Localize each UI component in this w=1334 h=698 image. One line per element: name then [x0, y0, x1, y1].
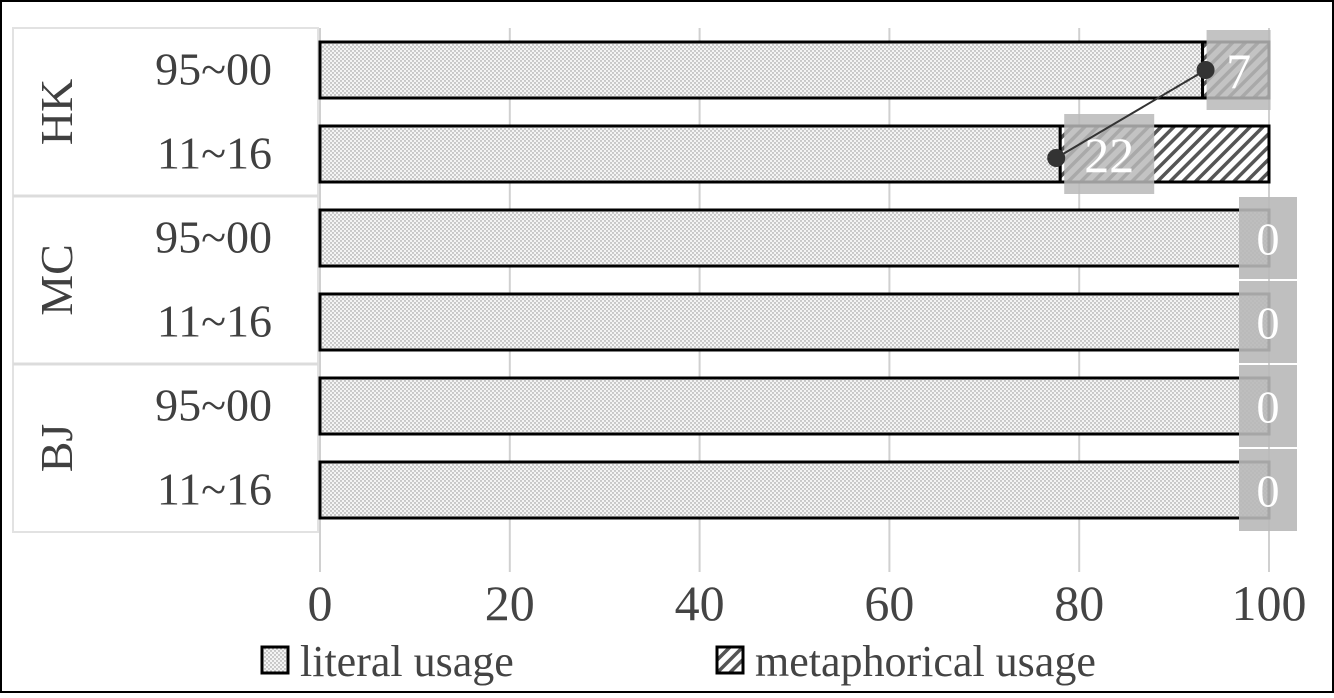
- legend-item-metaphorical: metaphorical usage: [715, 637, 1096, 686]
- data-label: 0: [1257, 214, 1280, 265]
- data-label: 0: [1257, 382, 1280, 433]
- leader-line: [1055, 69, 1207, 159]
- group-label-bj: BJ: [31, 424, 82, 473]
- group-label-hk: HK: [31, 79, 82, 145]
- x-tick-label: 0: [308, 575, 333, 631]
- data-labels: 7 22 0 0 0 0: [1047, 30, 1297, 531]
- legend-item-literal: literal usage: [260, 637, 514, 686]
- x-tick-label: 20: [485, 575, 535, 631]
- data-label-box: [1206, 30, 1271, 110]
- bar-literal: [318, 376, 1271, 436]
- data-label: 7: [1226, 43, 1251, 99]
- x-tick-label: 60: [864, 575, 914, 631]
- x-tick-label: 80: [1054, 575, 1104, 631]
- data-label-box: [1239, 197, 1297, 279]
- legend-label-literal: literal usage: [300, 637, 514, 686]
- bar-literal: [318, 460, 1271, 520]
- axis-table-border: [12, 27, 319, 533]
- bar-literal: [318, 208, 1271, 268]
- x-axis-ticks: 0 20 40 60 80 100: [308, 575, 1307, 631]
- category-label: 11~16: [157, 296, 272, 347]
- category-label: 95~00: [155, 44, 272, 95]
- x-tick-label: 100: [1232, 575, 1307, 631]
- data-label: 0: [1257, 298, 1280, 349]
- legend-swatch-metaphorical: [715, 645, 745, 675]
- data-label: 22: [1084, 127, 1134, 183]
- x-tick-label: 40: [675, 575, 725, 631]
- bar-literal: [318, 292, 1271, 352]
- group-label-mc: MC: [31, 244, 82, 316]
- legend-swatch-literal: [260, 645, 290, 675]
- data-label: 0: [1257, 466, 1280, 517]
- category-label: 11~16: [157, 128, 272, 179]
- category-label: 95~00: [155, 212, 272, 263]
- bar-literal: [318, 40, 1205, 100]
- bar-literal: [318, 124, 1062, 184]
- data-label-box: [1239, 365, 1297, 447]
- legend: literal usage metaphorical usage: [260, 637, 1096, 686]
- category-axis: HK 95~00 11~16 MC 95~00 11~16 BJ 95~00 11~16: [12, 27, 319, 533]
- category-label: 11~16: [157, 464, 272, 515]
- leader-dot: [1196, 61, 1215, 79]
- legend-label-metaphorical: metaphorical usage: [755, 637, 1096, 686]
- leader-dot: [1047, 149, 1066, 167]
- data-label-box: [1239, 281, 1297, 363]
- data-label-box: [1239, 449, 1297, 531]
- category-label: 95~00: [155, 380, 272, 431]
